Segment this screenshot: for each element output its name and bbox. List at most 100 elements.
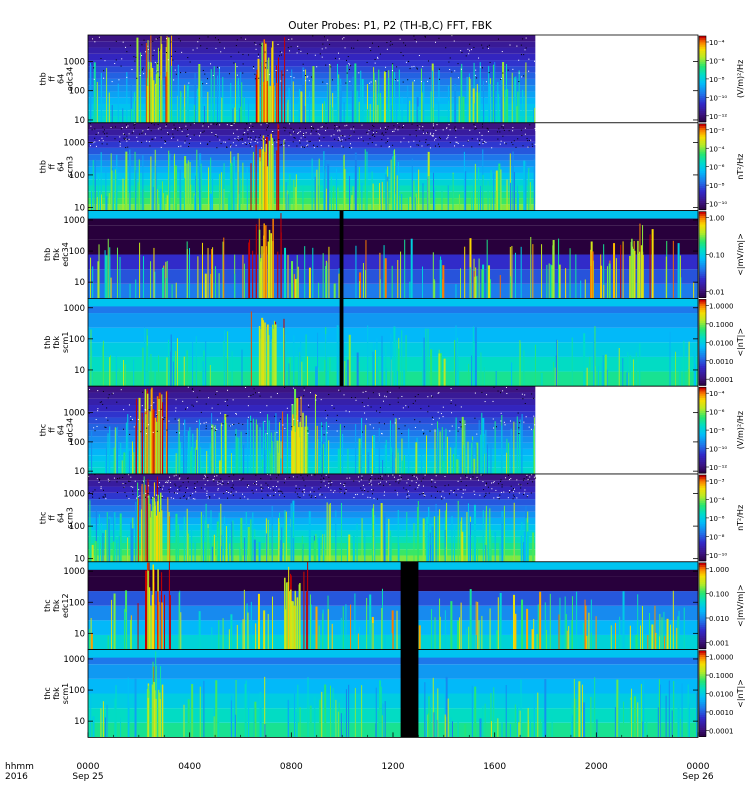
colorbar-cell bbox=[699, 168, 706, 172]
spectral-spike bbox=[396, 105, 398, 123]
speckle bbox=[192, 492, 194, 494]
speckle bbox=[485, 81, 487, 83]
spectral-spike bbox=[472, 179, 474, 211]
freq-band bbox=[88, 398, 536, 406]
speckle bbox=[147, 48, 149, 50]
spectral-spike bbox=[396, 610, 398, 650]
spectral-spike bbox=[121, 460, 123, 474]
event-burst bbox=[268, 140, 271, 211]
spectral-spike bbox=[250, 601, 252, 650]
speckle bbox=[522, 38, 524, 40]
event-burst bbox=[152, 409, 154, 474]
colorbar-cell bbox=[699, 657, 706, 660]
freq-band bbox=[88, 35, 536, 42]
speckle bbox=[385, 396, 387, 398]
colorbar-cell bbox=[699, 466, 706, 470]
spectral-spike bbox=[287, 194, 289, 211]
speckle bbox=[451, 412, 453, 414]
speckle bbox=[501, 51, 503, 53]
speckle bbox=[303, 70, 305, 72]
speckle bbox=[448, 61, 450, 63]
spectral-spike bbox=[344, 169, 346, 211]
speckle bbox=[254, 392, 256, 394]
spectral-spike bbox=[348, 684, 350, 738]
speckle bbox=[151, 138, 153, 140]
colorbar-cell bbox=[699, 614, 706, 618]
speckle bbox=[103, 489, 105, 491]
spectral-spike bbox=[288, 87, 290, 123]
speckle bbox=[419, 140, 421, 142]
speckle bbox=[319, 53, 321, 55]
spectral-spike bbox=[352, 76, 354, 123]
spectral-spike bbox=[104, 717, 106, 738]
speckle bbox=[92, 494, 94, 496]
speckle bbox=[269, 495, 271, 497]
spectral-spike bbox=[439, 509, 441, 562]
spectral-spike bbox=[320, 422, 322, 474]
event-burst bbox=[149, 411, 151, 474]
spectral-spike bbox=[134, 678, 137, 738]
speckle bbox=[173, 497, 175, 499]
speckle bbox=[508, 130, 510, 132]
spectral-spike bbox=[212, 247, 214, 299]
speckle bbox=[202, 69, 204, 71]
speckle bbox=[102, 390, 104, 392]
speckle bbox=[435, 475, 437, 477]
spectral-spike bbox=[373, 504, 375, 562]
speckle bbox=[111, 126, 113, 128]
spectral-spike bbox=[672, 590, 674, 650]
speckle bbox=[407, 406, 409, 408]
spectral-spike bbox=[381, 181, 383, 211]
speckle bbox=[156, 70, 158, 72]
panel-label-line: edc34 bbox=[66, 418, 75, 443]
spectral-spike bbox=[120, 717, 122, 738]
spectral-spike bbox=[340, 617, 342, 650]
colorbar-cell bbox=[699, 145, 706, 148]
spectral-spike bbox=[340, 82, 342, 123]
speckle bbox=[510, 485, 512, 487]
speckle bbox=[397, 80, 399, 82]
colorbar-cell bbox=[699, 320, 706, 324]
spectral-spike bbox=[88, 628, 90, 650]
spectral-spike bbox=[239, 177, 241, 211]
speckle bbox=[261, 497, 263, 499]
speckle bbox=[191, 404, 193, 406]
spectral-spike bbox=[210, 510, 212, 562]
speckle bbox=[333, 134, 335, 136]
spectral-spike bbox=[97, 174, 99, 211]
colorbar-cell bbox=[699, 552, 706, 555]
speckle bbox=[125, 126, 127, 128]
speckle bbox=[321, 494, 323, 496]
spectral-spike bbox=[319, 699, 322, 738]
speckle bbox=[128, 474, 130, 476]
event-burst bbox=[300, 427, 303, 474]
spectral-spike bbox=[106, 67, 108, 123]
speckle bbox=[272, 131, 274, 133]
colorbar-cell bbox=[699, 419, 706, 423]
spectral-spike bbox=[497, 597, 499, 650]
speckle bbox=[321, 48, 323, 50]
spectral-spike bbox=[659, 684, 661, 738]
colorbar-cell bbox=[699, 714, 706, 718]
speckle bbox=[193, 134, 195, 136]
speckle bbox=[172, 133, 174, 135]
speckle bbox=[266, 405, 268, 407]
speckle bbox=[100, 58, 102, 60]
speckle bbox=[103, 70, 105, 72]
speckle bbox=[524, 49, 526, 51]
spectral-spike bbox=[108, 193, 110, 211]
speckle bbox=[411, 66, 413, 68]
spectral-spike bbox=[344, 360, 346, 387]
spectral-spike bbox=[257, 593, 260, 650]
speckle bbox=[495, 426, 497, 428]
colorbar-tick-label: 0.0010 bbox=[709, 709, 734, 717]
panel-image bbox=[88, 298, 698, 387]
spectral-spike bbox=[510, 276, 512, 299]
event-burst bbox=[146, 85, 149, 123]
speckle bbox=[302, 63, 304, 65]
colorbar-cell bbox=[699, 721, 706, 725]
speckle bbox=[355, 399, 357, 401]
spectral-spike bbox=[342, 433, 344, 474]
speckle bbox=[331, 146, 333, 148]
speckle bbox=[158, 409, 160, 411]
